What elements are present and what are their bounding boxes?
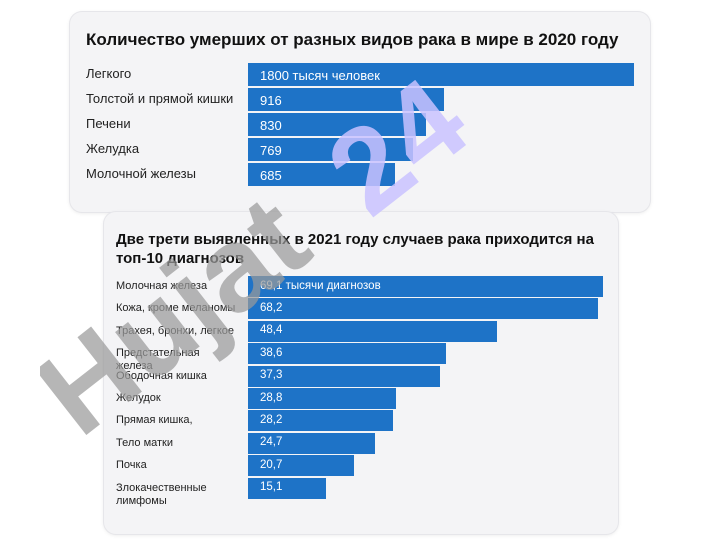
category-label: Толстой и прямой кишки (86, 91, 234, 106)
category-label: Желудок (116, 392, 161, 404)
bar (248, 365, 440, 387)
bar (248, 63, 634, 86)
category-label: Молочной железы (86, 166, 196, 181)
category-label: Прямая кишка, (116, 414, 193, 427)
category-label: Желудка (86, 141, 140, 156)
category-label: Трахея, бронхи, легкое (116, 324, 234, 337)
bar (248, 320, 497, 342)
bar (248, 455, 355, 477)
bar (248, 298, 599, 320)
data-label: 24,7 (260, 436, 283, 449)
data-label: 38,6 (260, 346, 283, 359)
bar (248, 477, 326, 499)
data-label: 769 (260, 142, 282, 158)
data-label: 28,2 (260, 413, 283, 426)
data-label: 20,7 (260, 458, 283, 471)
bar (248, 343, 447, 365)
data-label: 685 (260, 167, 282, 183)
bar (248, 388, 396, 409)
chart-card-deaths-2020: Количество умерших от разных видов рака … (70, 12, 650, 212)
data-label: 68,2 (260, 301, 283, 314)
bar (248, 138, 413, 161)
data-label: 15,1 (260, 481, 283, 494)
bar (248, 88, 445, 111)
category-label: Легкого (86, 66, 132, 81)
data-label: 1800 тысяч человек (260, 67, 380, 83)
category-label: Предстательная железа (116, 347, 200, 373)
chart-title: Две трети выявленных в 2021 году случаев… (116, 231, 594, 267)
data-label: 830 (260, 117, 282, 133)
data-label: 37,3 (260, 369, 283, 382)
bar (248, 410, 393, 432)
bar (248, 276, 603, 297)
data-label: 48,4 (260, 324, 283, 337)
category-label: Ободочная кишка (116, 369, 207, 382)
data-label: 69,1 тысячи диагнозов (260, 279, 381, 292)
data-label: 28,8 (260, 391, 283, 404)
category-label: Печени (86, 116, 131, 131)
chart-card-diagnoses-2021: Две трети выявленных в 2021 году случаев… (104, 212, 618, 534)
category-label: Тело матки (116, 436, 174, 449)
category-label: Молочная железа (116, 280, 208, 292)
bar (248, 432, 375, 454)
category-label: Злокачественные лимфомы (116, 481, 207, 507)
bar (248, 163, 395, 186)
category-label: Кожа, кроме меланомы (116, 302, 236, 315)
bar (248, 113, 426, 136)
data-label: 916 (260, 92, 282, 108)
category-label: Почка (116, 459, 147, 472)
chart-title: Количество умерших от разных видов рака … (86, 30, 619, 49)
